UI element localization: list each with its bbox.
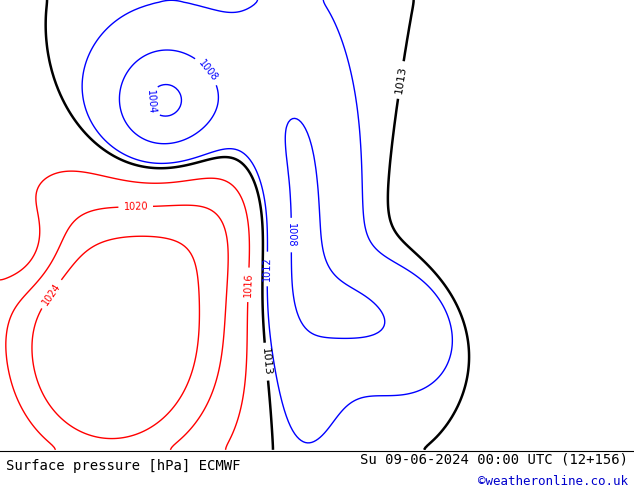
Text: 1016: 1016 [243, 272, 254, 297]
Text: 1024: 1024 [40, 281, 62, 307]
Text: ©weatheronline.co.uk: ©weatheronline.co.uk [477, 475, 628, 488]
Text: Su 09-06-2024 00:00 UTC (12+156): Su 09-06-2024 00:00 UTC (12+156) [359, 453, 628, 467]
Text: 1020: 1020 [123, 201, 148, 212]
Text: 1008: 1008 [287, 223, 296, 247]
Text: 1013: 1013 [260, 347, 273, 376]
Text: Surface pressure [hPa] ECMWF: Surface pressure [hPa] ECMWF [6, 459, 241, 473]
Text: 1004: 1004 [145, 89, 156, 114]
Text: 1012: 1012 [262, 257, 273, 281]
Text: 1008: 1008 [196, 58, 219, 83]
Text: 1013: 1013 [394, 65, 408, 95]
